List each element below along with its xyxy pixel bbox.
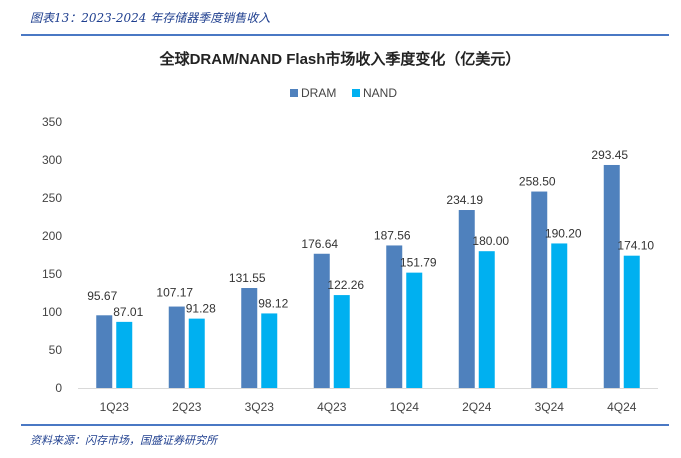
data-label-nand: 87.01 [113,305,143,319]
top-divider [21,34,669,36]
bar-dram [96,315,113,388]
data-label-dram: 234.19 [446,193,483,207]
data-label-dram: 293.45 [591,148,628,162]
bar-nand [406,272,423,388]
data-label-nand: 122.26 [327,278,364,292]
x-tick-label: 1Q24 [390,400,420,414]
bottom-divider [21,424,669,426]
data-label-dram: 107.17 [156,286,193,300]
bar-dram [603,164,620,388]
bar-dram [168,306,185,388]
x-tick-label: 3Q23 [245,400,275,414]
bar-dram [313,253,330,388]
x-tick-label: 2Q23 [172,400,202,414]
figure-title: 图表13：2023-2024 年存储器季度销售收入 [30,11,271,25]
x-tick-label: 3Q24 [535,400,565,414]
bar-nand [116,321,133,388]
data-label-dram: 176.64 [301,237,338,251]
bar-nand [333,295,350,388]
data-label-nand: 151.79 [400,256,437,270]
legend-label-dram: DRAM [301,86,336,100]
bar-nand [623,255,640,388]
y-tick-label: 250 [42,191,62,205]
x-tick-label: 1Q23 [100,400,130,414]
data-label-dram: 258.50 [519,175,556,189]
data-label-dram: 95.67 [87,289,117,303]
x-tick-label: 4Q23 [317,400,347,414]
data-label-nand: 174.10 [617,239,654,253]
bar-dram [241,288,258,388]
y-tick-label: 150 [42,267,62,281]
source-note: 资料来源：闪存市场，国盛证券研究所 [30,434,217,447]
y-tick-label: 200 [42,229,62,243]
y-tick-label: 350 [42,115,62,129]
y-tick-label: 50 [49,343,63,357]
data-label-dram: 131.55 [229,271,266,285]
chart-title: 全球DRAM/NAND Flash市场收入季度变化（亿美元） [159,50,521,68]
y-tick-label: 0 [55,381,62,395]
x-tick-label: 2Q24 [462,400,492,414]
data-label-dram: 187.56 [374,228,411,242]
bar-nand [261,313,278,388]
bar-dram [386,245,403,388]
legend-swatch-nand [352,89,360,97]
legend-swatch-dram [290,89,298,97]
data-label-nand: 91.28 [186,302,216,316]
data-label-nand: 180.00 [472,234,509,248]
bar-dram [531,191,548,388]
y-tick-label: 100 [42,305,62,319]
bar-nand [188,318,205,388]
data-label-nand: 98.12 [258,296,288,310]
bar-nand [551,243,568,388]
y-tick-label: 300 [42,153,62,167]
x-tick-label: 4Q24 [607,400,637,414]
data-label-nand: 190.20 [545,226,582,240]
bar-nand [478,251,495,388]
bar-dram [458,210,475,388]
legend-label-nand: NAND [363,86,397,100]
